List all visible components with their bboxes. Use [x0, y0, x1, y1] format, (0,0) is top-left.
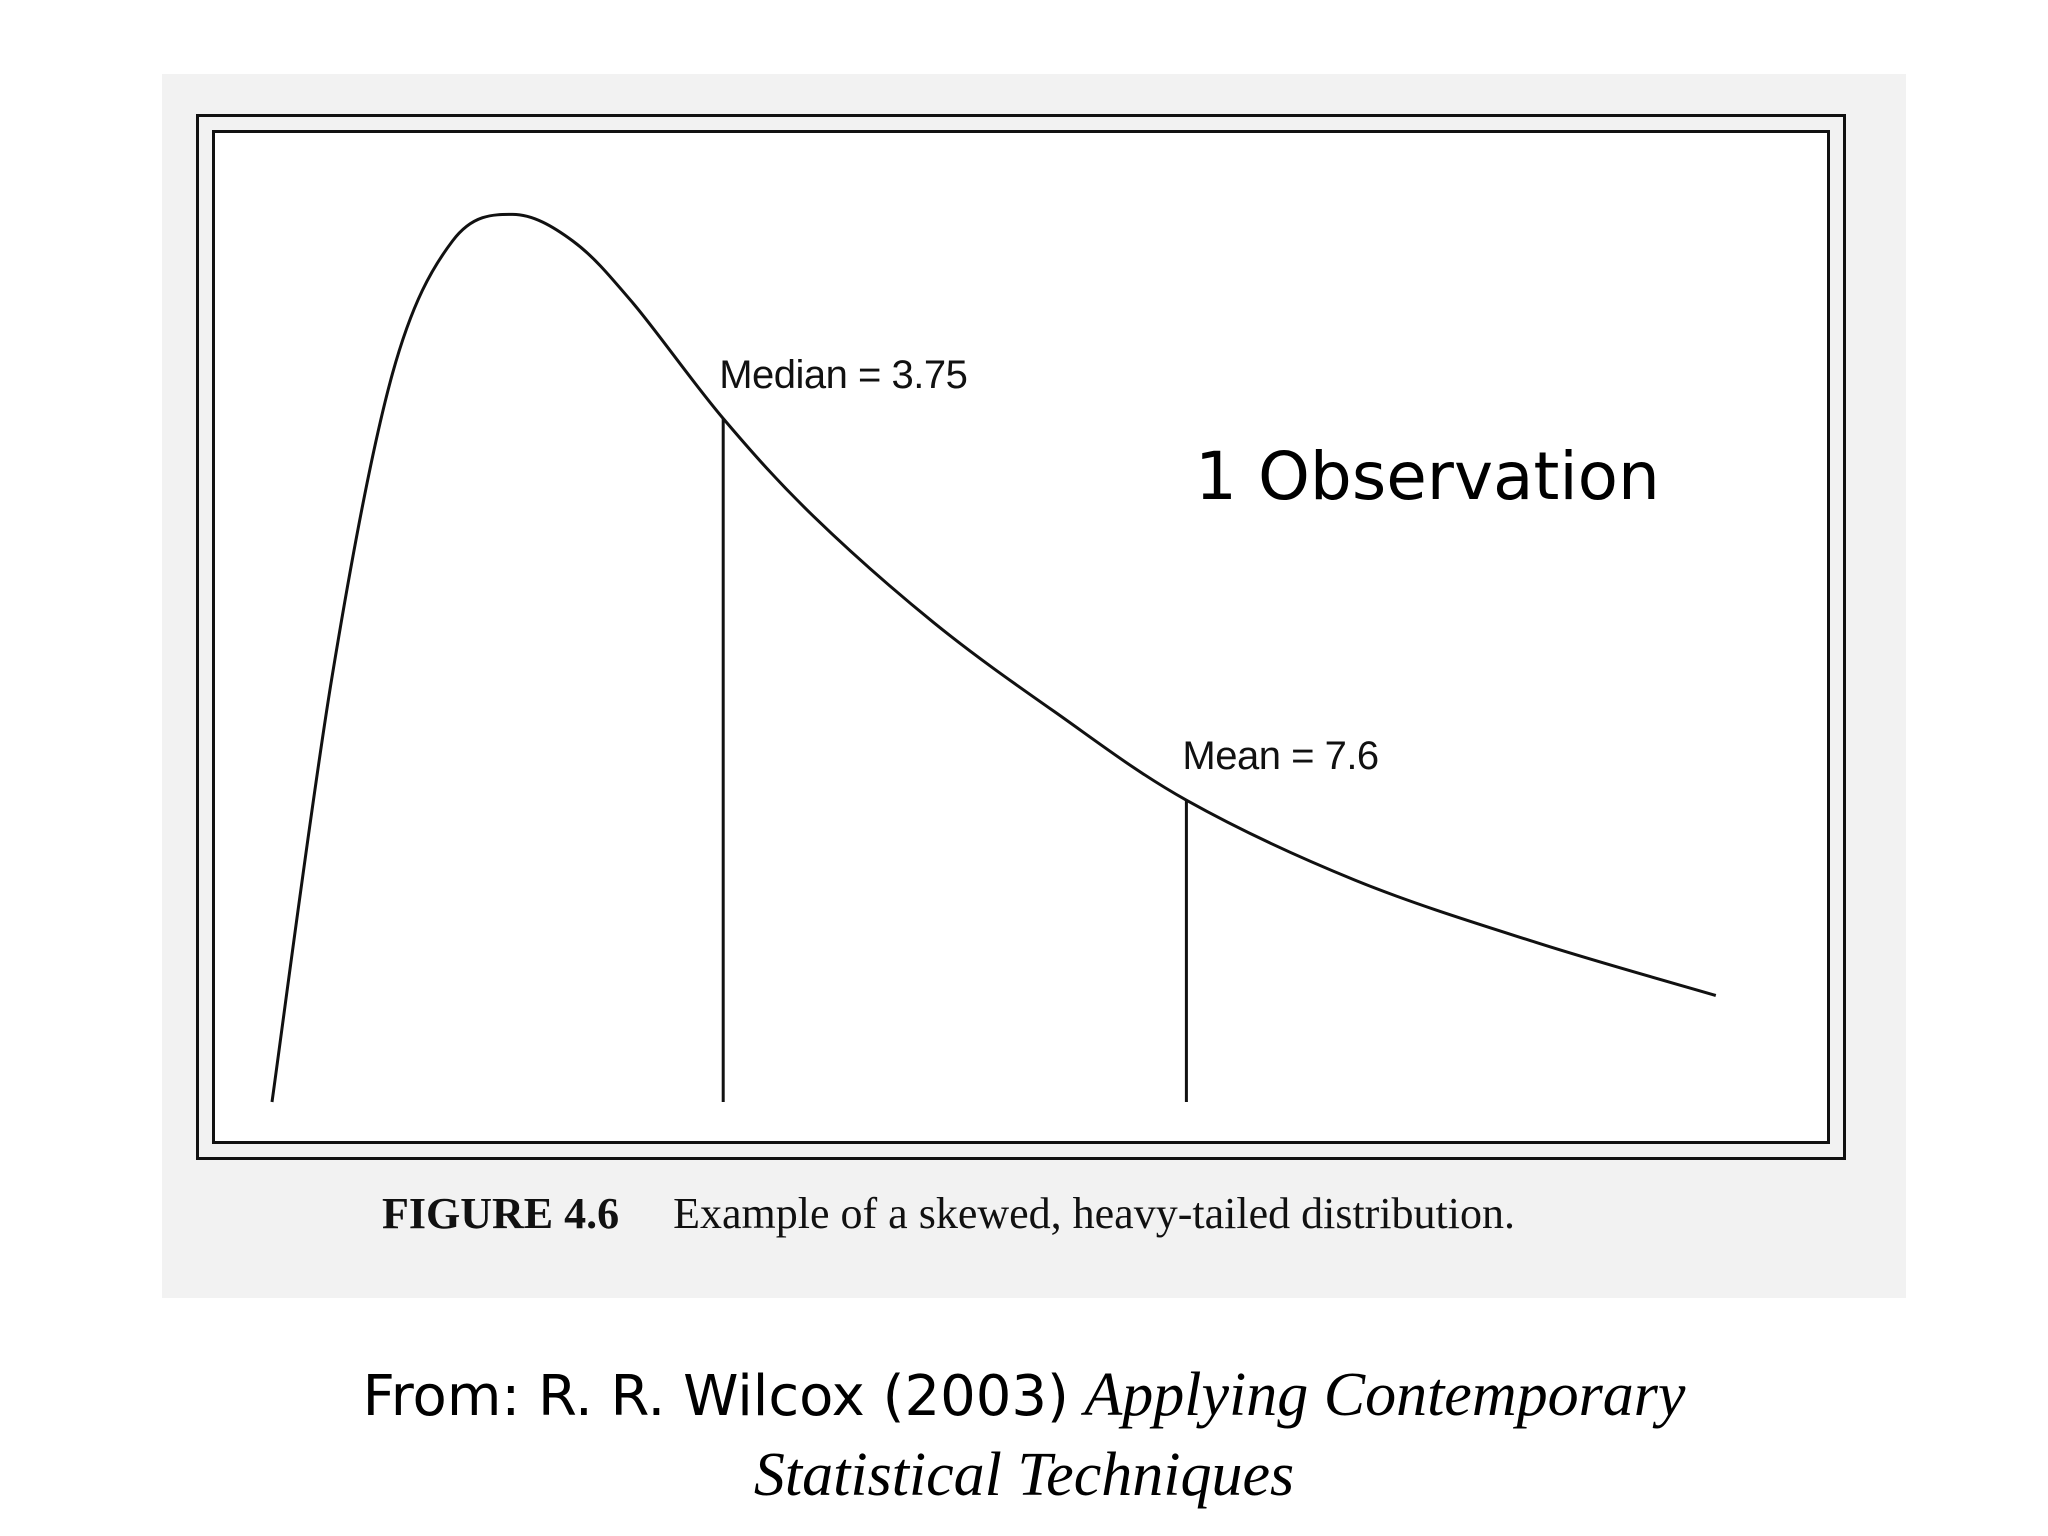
source-citation: From: R. R. Wilcox (2003) Applying Conte…: [0, 1356, 2048, 1515]
mean-label: Mean = 7.6: [1182, 734, 1379, 779]
figure-caption-text: Example of a skewed, heavy-tailed distri…: [673, 1189, 1515, 1238]
figure-caption: FIGURE 4.6 Example of a skewed, heavy-tai…: [382, 1188, 1515, 1239]
source-author: From: R. R. Wilcox (2003): [362, 1364, 1069, 1429]
figure-frame-outer: [196, 114, 1846, 1160]
median-label: Median = 3.75: [719, 352, 968, 397]
figure-label: FIGURE 4.6: [382, 1189, 620, 1238]
source-book-title-line1: Applying Contemporary: [1084, 1361, 1686, 1429]
source-book-title-line2: Statistical Techniques: [753, 1441, 1295, 1509]
observation-note: 1 Observation: [1195, 438, 1660, 515]
figure-frame-inner: [212, 130, 1830, 1144]
density-curve: [270, 212, 1717, 1103]
